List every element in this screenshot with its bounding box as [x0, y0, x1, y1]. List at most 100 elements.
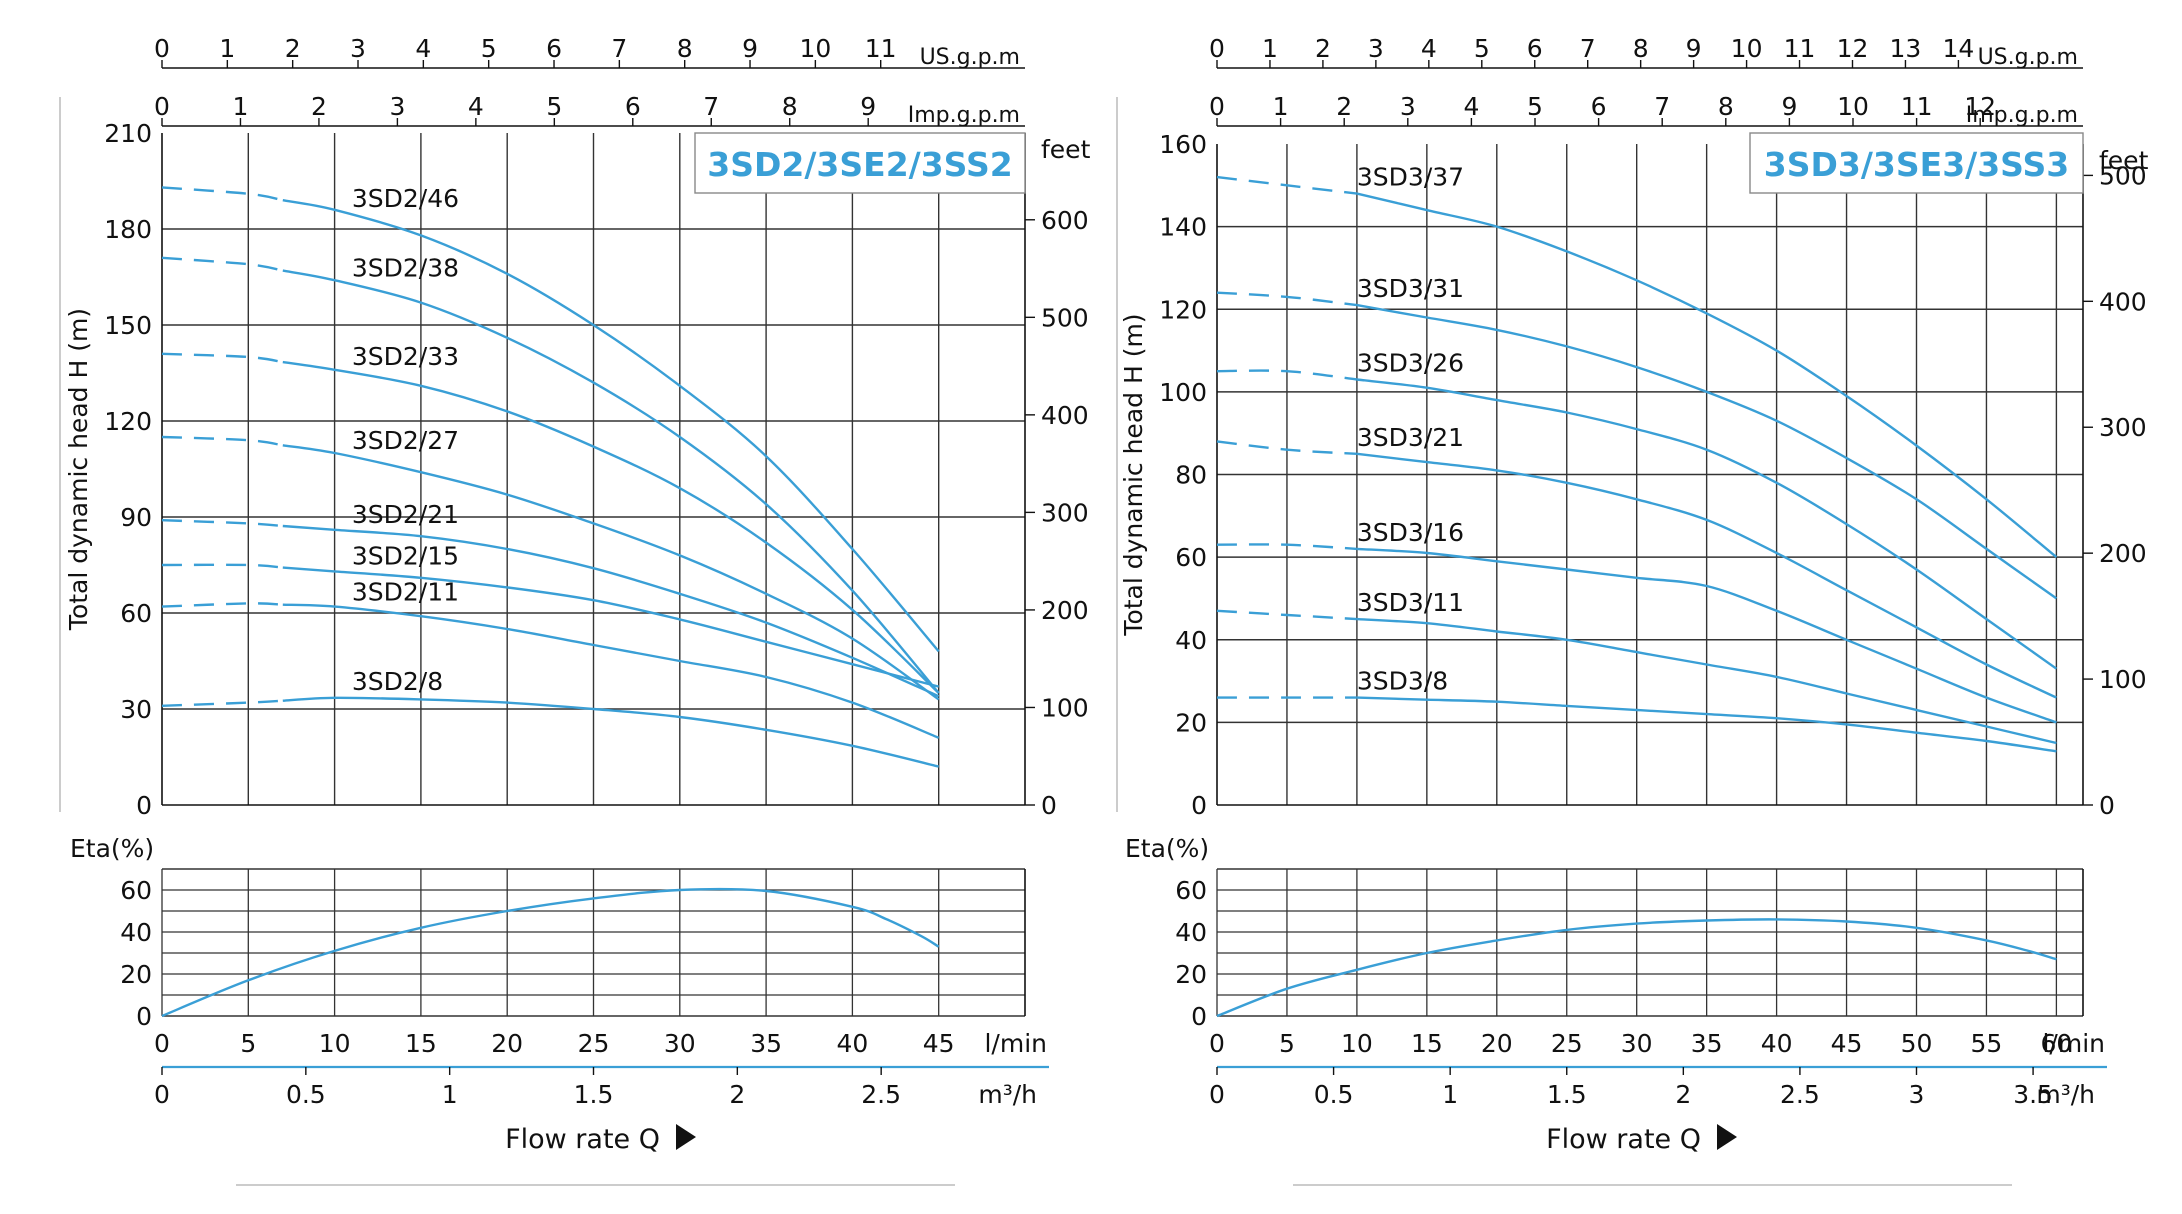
- m3h-tick-label: 3.5: [2013, 1080, 2053, 1109]
- series-label: 3SD2/11: [352, 578, 459, 607]
- head-ytick-label: 90: [120, 503, 152, 532]
- top-axis-tick-label: 2: [311, 92, 327, 121]
- head-curve-2: [282, 360, 940, 694]
- m3h-tick-label: 1: [442, 1080, 458, 1109]
- top-axis-tick-label: 5: [481, 34, 497, 63]
- head-curve-dashed-2: [1216, 369, 1358, 381]
- top-axis-tick-label: 11: [1784, 34, 1816, 63]
- eta-label: Eta(%): [1125, 834, 1209, 863]
- head-ytick-label: 60: [1175, 543, 1207, 572]
- feet-axis: 0 100 200 300 400 500 600 feet: [1025, 135, 1091, 820]
- head-grid: [162, 133, 1025, 805]
- head-curve-dashed-6: [161, 602, 283, 608]
- series-label: 3SD3/16: [1357, 518, 1464, 547]
- feet-tick-label: 200: [2099, 539, 2147, 568]
- head-curve-1: [1356, 303, 2058, 600]
- m3h-tick-label: 3: [1909, 1080, 1925, 1109]
- top-axis-tick-label: 1: [1262, 34, 1278, 63]
- head-curve-5: [1356, 617, 2057, 745]
- feet-unit-label: feet: [1041, 135, 1091, 164]
- top-axis-tick-label: 14: [1943, 34, 1975, 63]
- top-axis-tick-label: 1: [233, 92, 249, 121]
- feet-tick-label: 400: [2099, 287, 2147, 316]
- feet-tick-label: 0: [1041, 791, 1057, 820]
- head-ytick-label: 100: [1159, 378, 1207, 407]
- top-axis-tick-label: 1: [219, 34, 235, 63]
- chart-title: 3SD2/3SE2/3SS2: [707, 145, 1012, 184]
- top-axis-tick-label: 6: [1591, 92, 1607, 121]
- head-curve-5: [282, 566, 939, 688]
- eta-ytick-label: 20: [1175, 960, 1207, 989]
- lmin-unit: l/min: [984, 1029, 1047, 1058]
- badge-box: [1749, 132, 2084, 194]
- m3h-tick-label: 0: [1209, 1080, 1225, 1109]
- head-ytick-label: 140: [1159, 213, 1207, 242]
- head-ylabel: Total dynamic head H (m): [64, 308, 93, 631]
- eta-ytick-label: 60: [1175, 876, 1207, 905]
- top-axis-tick-label: 10: [1837, 92, 1869, 121]
- top-axis-tick-label: 0: [154, 34, 170, 63]
- feet-tick-label: 500: [2099, 161, 2147, 190]
- head-ytick-label: 0: [136, 791, 152, 820]
- head-ytick-label: 210: [104, 119, 152, 148]
- top-axis-tick-label: 9: [860, 92, 876, 121]
- head-curve-2: [1356, 378, 2058, 670]
- head-curve-dashed-2: [161, 352, 283, 364]
- top-axis-tick-label: 10: [799, 34, 831, 63]
- flow-rate-caption: Flow rate Q: [1546, 1124, 1737, 1155]
- feet-tick-label: 300: [2099, 413, 2147, 442]
- top-axis-tick-label: 6: [1527, 34, 1543, 63]
- lmin-tick-label: 10: [1341, 1029, 1373, 1058]
- lmin-tick-label: 55: [1971, 1029, 2003, 1058]
- head-ytick-label: 0: [1191, 791, 1207, 820]
- series-label: 3SD3/26: [1357, 348, 1464, 377]
- top-axis-tick-label: 4: [468, 92, 484, 121]
- top-axis-tick-label: 2: [1315, 34, 1331, 63]
- lmin-tick-label: 25: [578, 1029, 610, 1058]
- m3h-unit: m³/h: [978, 1080, 1037, 1109]
- head-curve-7: [282, 696, 939, 768]
- series-label: 3SD3/37: [1357, 163, 1464, 192]
- head-curve-4: [1356, 547, 2057, 724]
- us-gpm-axis: 0 1 2 3 4 5 6 7 8 9 10 11 12 13 14 US.g.p.m: [1209, 34, 2083, 70]
- head-ytick-label: 120: [1159, 295, 1207, 324]
- top-axis-tick-label: 0: [1209, 92, 1225, 121]
- feet-tick-label: 100: [2099, 665, 2147, 694]
- top-axis-tick-label: 5: [546, 92, 562, 121]
- head-curve-0: [1356, 192, 2058, 559]
- eta-ytick-label: 60: [120, 876, 152, 905]
- lmin-tick-label: 45: [1831, 1029, 1863, 1058]
- lmin-tick-label: 40: [836, 1029, 868, 1058]
- top-axis-tick-label: 8: [1633, 34, 1649, 63]
- us-gpm-axis: 0 1 2 3 4 5 6 7 8 9 10 11 US.g.p.m: [154, 34, 1025, 70]
- m3h-unit: m³/h: [2036, 1080, 2095, 1109]
- xlabel: Flow rate Q: [1546, 1124, 1701, 1155]
- top-axis-tick-label: 8: [677, 34, 693, 63]
- head-curve-dashed-3: [1216, 440, 1357, 455]
- head-ytick-label: 180: [104, 215, 152, 244]
- efficiency-curve: [1216, 918, 2057, 1018]
- lmin-tick-label: 15: [1411, 1029, 1443, 1058]
- top-axis-tick-label: 3: [1368, 34, 1384, 63]
- lmin-tick-label: 60: [2040, 1029, 2072, 1058]
- top-axis-tick-label: 12: [1964, 92, 1996, 121]
- m3h-tick-label: 0: [154, 1080, 170, 1109]
- chart-title: 3SD3/3SE3/3SS3: [1764, 145, 2069, 184]
- xlabel: Flow rate Q: [505, 1124, 660, 1155]
- efficiency-plot: Eta(%) 0 20 40 60: [1125, 834, 2084, 1031]
- head-curve-6: [282, 603, 940, 739]
- eta-ytick-label: 40: [120, 918, 152, 947]
- top-axis-tick-label: 9: [742, 34, 758, 63]
- top-axis-tick-label: 7: [611, 34, 627, 63]
- top-axis-tick-label: 4: [1463, 92, 1479, 121]
- series-label: 3SD3/21: [1357, 423, 1464, 452]
- top-axis-tick-label: 0: [1209, 34, 1225, 63]
- efficiency-curve: [161, 887, 940, 1018]
- top-axis-tick-label: 9: [1686, 34, 1702, 63]
- m3h-tick-label: 1.5: [574, 1080, 614, 1109]
- head-curve-6: [1356, 696, 2057, 753]
- head-ylabel: Total dynamic head H (m): [1119, 313, 1148, 636]
- lmin-tick-label: 35: [1691, 1029, 1723, 1058]
